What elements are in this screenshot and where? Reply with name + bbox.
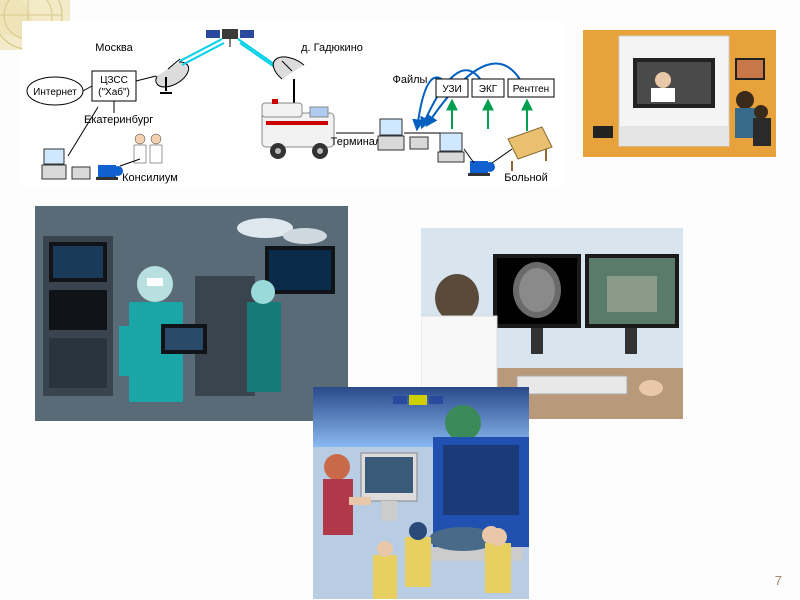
- remote-terminal-pc: [378, 119, 428, 150]
- svg-text:("Хаб"): ("Хаб"): [98, 86, 130, 98]
- remote-camera-icon: [468, 161, 495, 176]
- svg-text:УЗИ: УЗИ: [442, 84, 461, 95]
- filetype-uzi: УЗИ: [436, 79, 468, 97]
- svg-text:Рентген: Рентген: [513, 84, 549, 95]
- telemedicine-network-diagram: Интернет ЦЗСС ("Хаб") Москва Екатеринбур…: [22, 21, 562, 189]
- ambulance-icon: [262, 99, 334, 159]
- uzi-device-icon: [438, 133, 464, 162]
- photo-operating-room: [35, 206, 348, 421]
- terminal-label: Терминал: [331, 136, 382, 148]
- files-label: Файлы: [393, 74, 428, 86]
- satellite-links: [180, 39, 286, 75]
- filetype-ekg: ЭКГ: [472, 79, 504, 97]
- page-number: 7: [775, 573, 782, 588]
- photo-telemed-room: [583, 30, 776, 157]
- moscow-label: Москва: [95, 42, 133, 54]
- filetype-xray: Рентген: [508, 79, 554, 97]
- svg-text:ЭКГ: ЭКГ: [479, 84, 498, 95]
- ekb-label: Екатеринбург: [84, 114, 153, 126]
- internet-cloud: Интернет: [27, 77, 83, 105]
- dish-antenna-remote: [273, 57, 304, 103]
- council-label: Консилиум: [122, 172, 178, 184]
- photo-ambulance-collage: [313, 387, 529, 599]
- patient-bed-icon: Больной: [504, 127, 552, 184]
- svg-text:ЦЗСС: ЦЗСС: [100, 75, 128, 86]
- consilium-group: Консилиум: [42, 134, 178, 184]
- internet-label: Интернет: [33, 87, 77, 98]
- hub-node: ЦЗСС ("Хаб"): [92, 71, 136, 101]
- patient-label: Больной: [504, 172, 548, 184]
- village-label: д. Гадюкино: [301, 42, 363, 54]
